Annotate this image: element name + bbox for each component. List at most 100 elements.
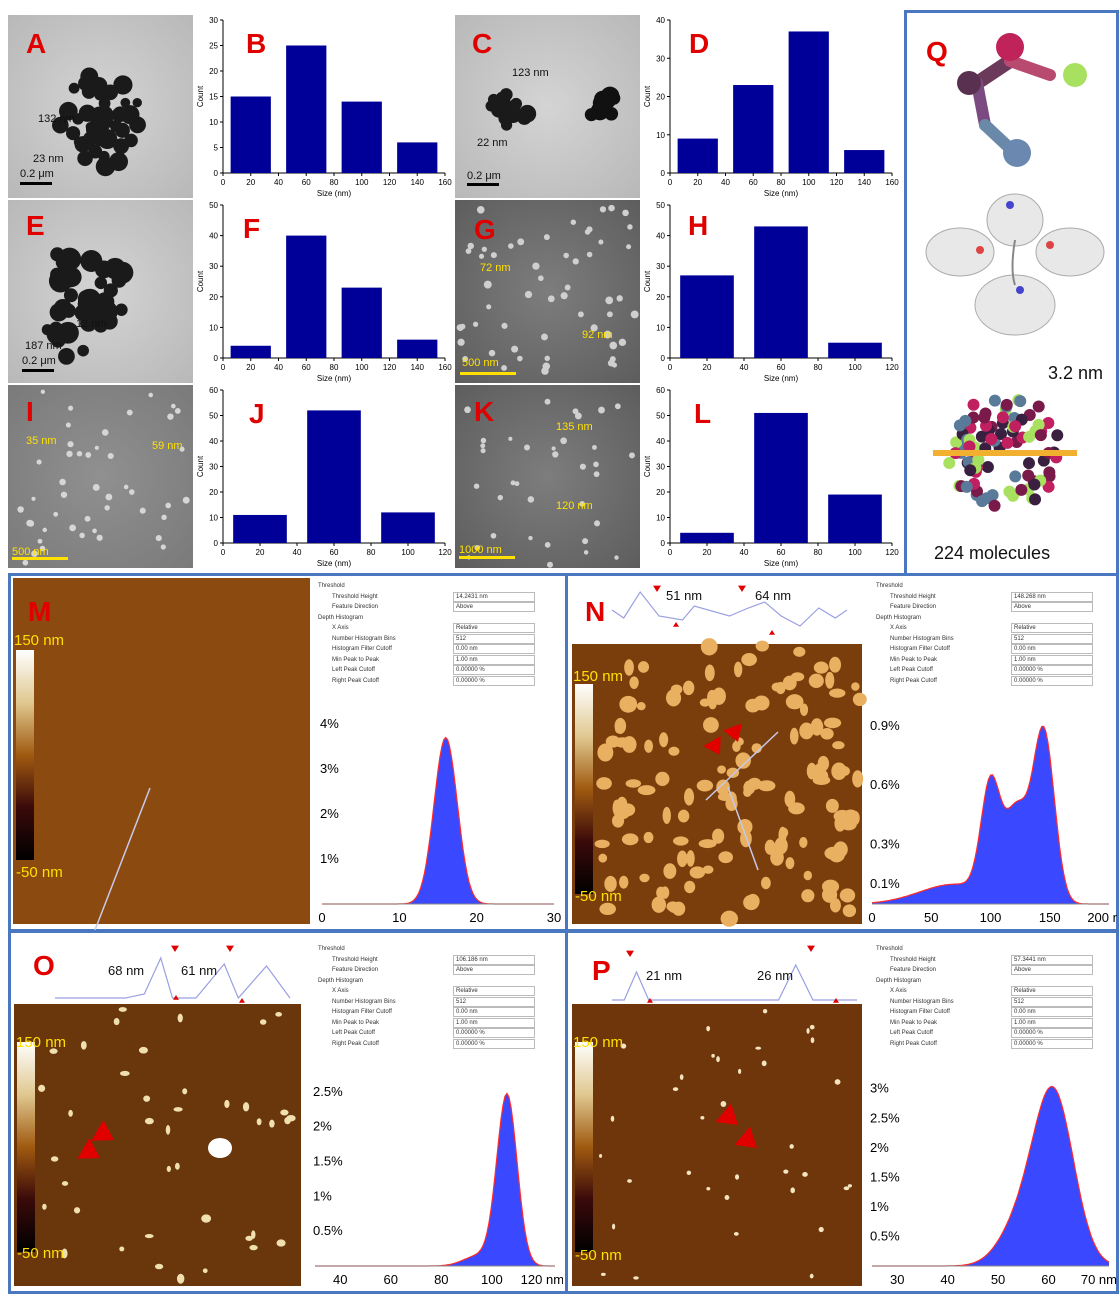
- x-tick-label: 80: [814, 548, 823, 557]
- histogram-area: [315, 1093, 555, 1266]
- settings-value[interactable]: 0.00000 %: [453, 675, 535, 686]
- molecule-bead: [1029, 493, 1042, 506]
- settings-row: Right Peak Cutoff 0.00000 %: [318, 675, 535, 687]
- molecule-bead: [1043, 466, 1056, 479]
- afm-histogram-o: 0.5% 1% 1.5% 2% 2.5% 40 60 80 100 120 nm: [313, 1084, 563, 1287]
- label-i-2: 59 nm: [152, 440, 183, 452]
- settings-value[interactable]: Above: [453, 602, 535, 612]
- settings-label: Min Peak to Peak: [332, 1019, 380, 1026]
- settings-label: X Axis: [890, 625, 907, 631]
- settings-label: Histogram Filter Cutoff: [332, 1009, 392, 1015]
- settings-value[interactable]: Relative: [453, 623, 535, 633]
- settings-label: Threshold: [876, 583, 903, 589]
- panel-letter-q: Q: [926, 36, 948, 67]
- x-tick-label: 0: [668, 548, 673, 557]
- x-tick-label: 0: [318, 910, 325, 925]
- label-a-2: 23 nm: [33, 153, 64, 165]
- y-tick-label: 0: [661, 354, 666, 363]
- settings-value[interactable]: Above: [1011, 602, 1093, 612]
- settings-label: Threshold: [318, 583, 345, 589]
- settings-value[interactable]: 14.2431 nm: [453, 591, 535, 602]
- x-tick-label: 40: [740, 363, 749, 372]
- settings-row: X Axis Relative: [318, 986, 535, 997]
- settings-value[interactable]: 0.00000 %: [1011, 675, 1093, 686]
- settings-label: X Axis: [332, 988, 349, 994]
- settings-row: Histogram Filter Cutoff 0.00 nm: [318, 644, 535, 655]
- settings-value[interactable]: 0.00000 %: [453, 1028, 535, 1038]
- molecule-bead: [967, 398, 980, 411]
- settings-label: Histogram Filter Cutoff: [332, 646, 392, 652]
- y-tick-label: 0: [661, 539, 666, 548]
- molecule-bead: [1042, 416, 1055, 429]
- x-tick-label: 120: [885, 548, 899, 557]
- settings-value[interactable]: Relative: [1011, 623, 1093, 633]
- settings-value[interactable]: Relative: [1011, 986, 1093, 996]
- settings-label: Depth Histogram: [876, 977, 922, 984]
- bar: [754, 226, 808, 358]
- afm-image-p: [572, 1004, 862, 1286]
- settings-value[interactable]: 1.00 nm: [1011, 1017, 1093, 1028]
- settings-label: Depth Histogram: [876, 614, 922, 621]
- x-tick-label: 100: [802, 178, 816, 187]
- molecule-model: [957, 33, 1087, 167]
- settings-label: X Axis: [332, 625, 349, 631]
- settings-value[interactable]: 0.00 nm: [453, 1007, 535, 1017]
- settings-value[interactable]: 0.00 nm: [453, 644, 535, 654]
- settings-value[interactable]: 512: [453, 633, 535, 644]
- settings-value[interactable]: 0.00000 %: [1011, 665, 1093, 675]
- x-tick-label: 40: [333, 1272, 347, 1287]
- settings-row: Depth Histogram: [318, 613, 396, 624]
- y-axis-label: Count: [196, 270, 205, 292]
- molecule-bead: [1000, 398, 1013, 411]
- settings-value[interactable]: 1.00 nm: [1011, 654, 1093, 665]
- settings-value[interactable]: 0.00 nm: [1011, 1007, 1093, 1017]
- molecule-bead: [1014, 395, 1027, 408]
- label-e-2: 187 nm: [25, 340, 62, 352]
- settings-value[interactable]: 148.268 nm: [1011, 591, 1093, 602]
- molecule-bead: [960, 480, 973, 493]
- y-tick-label: 2%: [313, 1119, 332, 1134]
- bar: [286, 45, 327, 173]
- afm-image-o: [14, 1004, 301, 1286]
- y-tick-label: 2%: [320, 806, 339, 821]
- y-tick-label: 0.1%: [870, 876, 900, 891]
- label-g-2: 92 nm: [582, 329, 613, 341]
- y-axis-label: Count: [643, 455, 652, 477]
- y-tick-label: 60: [209, 386, 218, 395]
- settings-row: Left Peak Cutoff 0.00000 %: [876, 665, 1093, 676]
- x-tick-label: 100: [355, 363, 369, 372]
- settings-value[interactable]: Above: [1011, 965, 1093, 975]
- settings-table-p: Threshold Threshold Height 57.3441 nm Featu…: [876, 944, 1093, 1049]
- x-tick-label: 60: [749, 178, 758, 187]
- settings-value[interactable]: 0.00000 %: [453, 1038, 535, 1049]
- y-tick-label: 0.5%: [870, 1228, 900, 1243]
- settings-row: Min Peak to Peak 1.00 nm: [876, 654, 1093, 666]
- settings-value[interactable]: 0.00 nm: [1011, 644, 1093, 654]
- y-tick-label: 1.5%: [870, 1169, 900, 1184]
- scalebar-a: [20, 182, 52, 185]
- settings-value[interactable]: Relative: [453, 986, 535, 996]
- molecule-bead: [975, 430, 988, 443]
- settings-value[interactable]: 1.00 nm: [453, 1017, 535, 1028]
- y-tick-label: 20: [209, 67, 218, 76]
- y-tick-label: 60: [656, 386, 665, 395]
- settings-value[interactable]: 512: [453, 996, 535, 1007]
- settings-value[interactable]: 1.00 nm: [453, 654, 535, 665]
- settings-value[interactable]: 512: [1011, 633, 1093, 644]
- settings-value[interactable]: 0.00000 %: [1011, 1038, 1093, 1049]
- x-tick-label: 0: [668, 178, 673, 187]
- afm-histogram-m: 1% 2% 3% 4% 0 10 20 30: [318, 716, 561, 925]
- settings-label: Number Histogram Bins: [890, 998, 954, 1005]
- x-tick-label: 100: [980, 910, 1002, 925]
- settings-value[interactable]: 512: [1011, 996, 1093, 1007]
- settings-value[interactable]: 57.3441 nm: [1011, 954, 1093, 965]
- y-tick-label: 40: [656, 16, 665, 25]
- settings-value[interactable]: Above: [453, 965, 535, 975]
- settings-value[interactable]: 0.00000 %: [1011, 1028, 1093, 1038]
- settings-label: Right Peak Cutoff: [332, 677, 379, 684]
- settings-value[interactable]: 0.00000 %: [453, 665, 535, 675]
- profile-label-n-1: 51 nm: [666, 588, 703, 603]
- x-tick-label: 80: [330, 178, 339, 187]
- x-tick-label: 80: [777, 178, 786, 187]
- settings-value[interactable]: 106.186 nm: [453, 954, 535, 965]
